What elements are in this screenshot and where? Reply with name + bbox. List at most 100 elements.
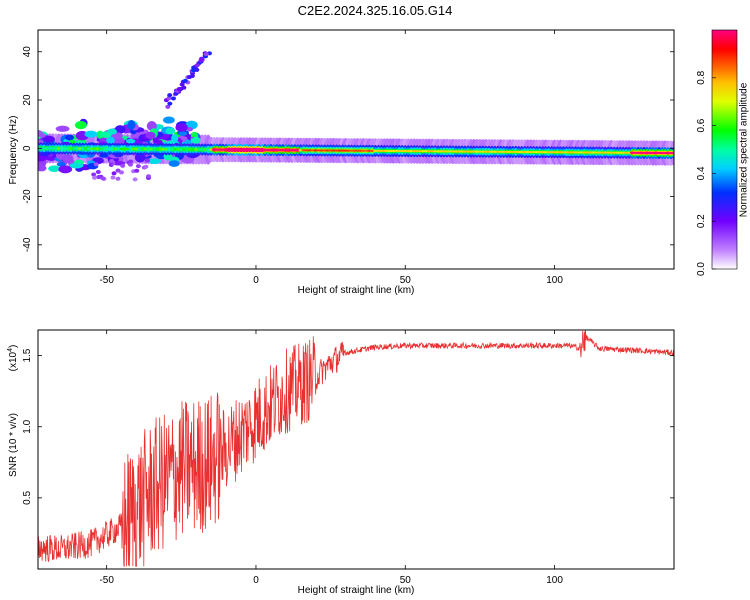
heatmap-scatter-cell	[175, 123, 188, 132]
heatmap-tail-cell	[96, 175, 102, 180]
heatmap-scatter-cell	[38, 164, 47, 172]
heatmap-scatter-cell	[58, 165, 73, 174]
heatmap-branch-cell	[199, 56, 205, 61]
heatmap-tail-cell	[92, 175, 98, 180]
heatmap-scatter-cell	[168, 160, 180, 167]
heatmap-y-axis-label: Frequency (Hz)	[8, 116, 19, 185]
snr-x-axis-label: Height of straight line (km)	[298, 585, 415, 596]
colorbar-tick-label: 0.2	[696, 214, 707, 228]
heatmap-scatter-cell	[185, 120, 198, 130]
heatmap-tail-cell	[134, 168, 140, 173]
colorbar: 0.0 0.2 0.4 0.6 0.8 Normalized spectral ampl…	[696, 29, 750, 276]
heatmap-branch-cell	[194, 63, 200, 68]
heatmap-tail-cell	[135, 164, 141, 169]
heatmap-scatter-cell	[127, 120, 136, 130]
heatmap-branch-cell	[176, 87, 182, 92]
heatmap-scatter-cell	[74, 121, 87, 130]
heatmap-marks	[38, 51, 674, 182]
heatmap-tail-cell	[144, 158, 150, 163]
heatmap-scatter-cell	[65, 134, 75, 141]
heatmap-branch-cell	[167, 101, 173, 106]
heatmap-tail-cell	[110, 175, 116, 180]
heatmap-tail-cell	[93, 162, 99, 167]
x-tick-label: 0	[253, 575, 259, 586]
heatmap-scatter-cell	[191, 136, 201, 144]
heatmap-tail-cell	[146, 174, 152, 179]
heatmap-ticks: -50 0 50 100 -40 -20 0 20 40	[22, 30, 674, 286]
heatmap-tail-cell	[91, 172, 97, 177]
heatmap-scatter-cell	[178, 131, 188, 136]
y-tick-label: 40	[22, 46, 33, 58]
heatmap-plot-frame	[37, 29, 675, 270]
heatmap-scatter-cell	[163, 116, 175, 124]
heatmap-scatter-cell	[38, 133, 46, 138]
heatmap-scatter-cell	[84, 130, 98, 138]
colorbar-label: Normalized spectral amplitude	[739, 82, 750, 217]
heatmap-scatter-cell	[125, 138, 136, 144]
heatmap-tail-cell	[111, 171, 117, 176]
heatmap-tail-cell	[95, 169, 101, 174]
heatmap-scatter-cell	[165, 127, 176, 135]
y-tick-label: -20	[22, 189, 33, 204]
chart-title: C2E2.2024.325.16.05.G14	[298, 3, 453, 18]
snr-panel: -50 0 50 100 0.5 1.0 1.5 Height of straight li…	[7, 329, 675, 596]
y-tick-label: -40	[22, 237, 33, 252]
x-tick-label: 50	[400, 275, 412, 286]
heatmap-branch-cell	[203, 52, 209, 57]
y-tick-label: 0.5	[22, 490, 33, 504]
heatmap-branch-cell	[166, 96, 172, 101]
heatmap-panel: -50 0 50 100 -40 -20 0 20 40 Height of straight …	[8, 29, 675, 296]
y-tick-label: 20	[22, 94, 33, 106]
colorbar-tick-label: 0.4	[696, 166, 707, 180]
heatmap-scatter-cell	[106, 136, 115, 144]
colorbar-gradient	[711, 29, 738, 270]
heatmap-branch-cell	[165, 104, 171, 109]
heatmap-tail-cell	[120, 163, 126, 168]
snr-series-line	[38, 330, 674, 567]
snr-y-multiplier: (x104)	[7, 345, 19, 372]
x-tick-label: -50	[99, 275, 114, 286]
snr-y-axis-label: SNR (10 * v/v)	[8, 413, 19, 477]
heatmap-branch-cell	[167, 93, 173, 98]
heatmap-scatter-cell	[55, 125, 70, 132]
heatmap-tail-cell	[128, 159, 134, 164]
heatmap-scatter-cell	[145, 131, 156, 140]
heatmap-x-axis-label: Height of straight line (km)	[298, 285, 415, 296]
heatmap-scatter-cell	[171, 134, 179, 143]
heatmap-branch-cell	[189, 73, 195, 78]
x-tick-label: 100	[546, 575, 563, 586]
heatmap-tail-cell	[115, 176, 121, 181]
heatmap-scatter-cell	[48, 165, 61, 172]
x-tick-label: -50	[99, 575, 114, 586]
colorbar-ticks: 0.0 0.2 0.4 0.6 0.8	[696, 70, 716, 276]
heatmap-scatter-cell	[42, 135, 55, 143]
x-tick-label: 0	[253, 275, 259, 286]
snr-ticks: -50 0 50 100 0.5 1.0 1.5	[22, 330, 674, 586]
heatmap-scatter-cell	[62, 154, 73, 164]
y-tick-label: 1.0	[22, 419, 33, 433]
heatmap-scatter-cell	[134, 152, 146, 163]
heatmap-scatter-cell	[186, 127, 194, 132]
y-tick-label: 1.5	[22, 348, 33, 362]
x-tick-label: 50	[400, 575, 412, 586]
heatmap-branch-cell	[181, 85, 187, 90]
colorbar-tick-label: 0.6	[696, 118, 707, 132]
y-tick-label: 0	[22, 145, 33, 151]
colorbar-tick-label: 0.8	[696, 70, 707, 84]
heatmap-band-cell	[671, 152, 674, 155]
heatmap-branch-cell	[194, 67, 200, 72]
x-tick-label: 100	[546, 275, 563, 286]
heatmap-scatter-cell	[69, 162, 84, 169]
heatmap-branch-cell	[182, 78, 188, 83]
heatmap-branch-cell	[170, 96, 176, 101]
heatmap-tail-cell	[127, 162, 133, 167]
heatmap-tail-cell	[115, 168, 121, 173]
heatmap-scatter-cell	[107, 128, 117, 135]
snr-plot-frame	[37, 329, 675, 570]
heatmap-tail-cell	[100, 176, 106, 181]
heatmap-tail-cell	[143, 164, 149, 169]
heatmap-scatter-cell	[147, 158, 162, 164]
colorbar-tick-label: 0.0	[696, 262, 707, 276]
heatmap-tail-cell	[109, 158, 115, 163]
